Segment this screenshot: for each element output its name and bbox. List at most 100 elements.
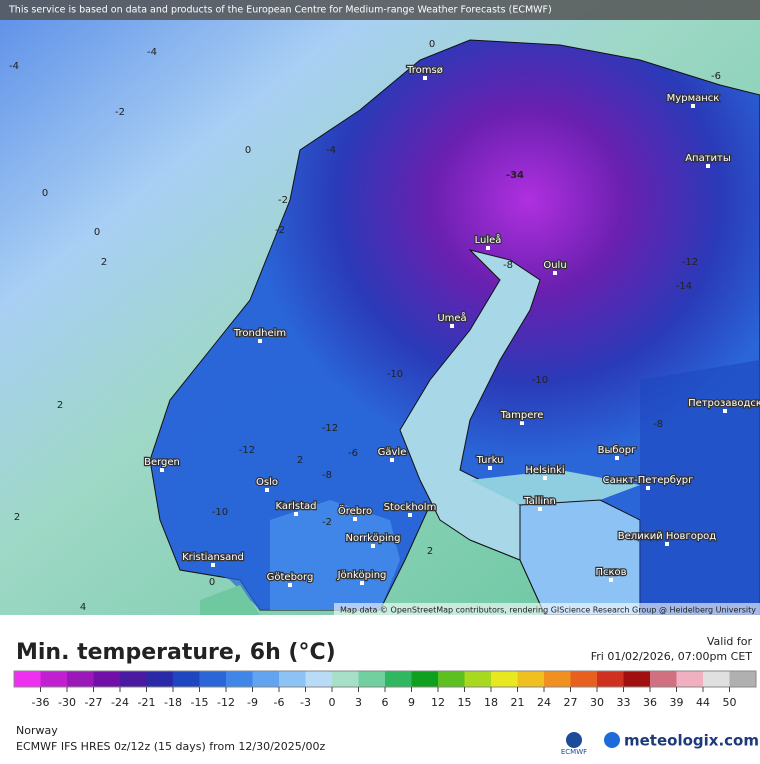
colorbar-cell <box>120 671 147 687</box>
city-label: Trondheim <box>233 328 286 339</box>
city-dot <box>665 542 669 546</box>
colorbar-tick-label: 24 <box>537 696 551 709</box>
colorbar-cell <box>332 671 359 687</box>
contour-label: 2 <box>14 512 20 523</box>
colorbar-cell <box>305 671 333 687</box>
city-label: Tallinn <box>523 496 556 507</box>
banner: This service is based on data and produc… <box>8 5 552 16</box>
ecmwf-logo: ECMWF <box>561 748 587 756</box>
contour-label: -12 <box>322 423 338 434</box>
colorbar-cell <box>491 671 518 687</box>
colorbar-cell <box>544 671 571 687</box>
city-dot <box>408 513 412 517</box>
city-label: Jönköping <box>337 570 387 581</box>
colorbar-cell <box>67 671 94 687</box>
contour-label: 2 <box>57 400 63 411</box>
banner-bg <box>0 0 760 20</box>
colorbar-cell <box>438 671 465 687</box>
contour-label: 0 <box>42 188 48 199</box>
contour-label: -8 <box>322 470 332 481</box>
land-russia-east <box>640 360 760 615</box>
colorbar-cell <box>650 671 677 687</box>
city-dot <box>486 246 490 250</box>
valid-time: Fri 01/02/2026, 07:00pm CET <box>591 650 753 663</box>
colorbar-cell <box>93 671 121 687</box>
contour-label: -10 <box>387 369 403 380</box>
city-label: Выборг <box>598 445 637 456</box>
colorbar-cell <box>464 671 492 687</box>
colorbar-tick-label: 27 <box>564 696 578 709</box>
colorbar-tick-label: -9 <box>247 696 258 709</box>
city-dot <box>488 466 492 470</box>
city-label: Karlstad <box>275 501 316 512</box>
colorbar-tick-label: 9 <box>408 696 415 709</box>
colorbar-cell <box>676 671 704 687</box>
contour-label: -12 <box>239 445 255 456</box>
city-dot <box>360 581 364 585</box>
colorbar-tick-label: -24 <box>111 696 129 709</box>
colorbar-cell <box>226 671 253 687</box>
city-dot <box>160 468 164 472</box>
city-label: Göteborg <box>267 572 314 583</box>
contour-label: -4 <box>9 61 19 72</box>
city-label: Tromsø <box>406 65 443 76</box>
city-label: Tampere <box>500 410 544 421</box>
land-denmark <box>200 585 260 615</box>
contour-label: -4 <box>147 47 157 58</box>
city-label: Luleå <box>475 233 502 246</box>
colorbar-tick-label: 18 <box>484 696 498 709</box>
city-label: Oslo <box>256 477 278 488</box>
model-run: ECMWF IFS HRES 0z/12z (15 days) from 12/… <box>16 740 326 753</box>
attribution: Map data © OpenStreetMap contributors, r… <box>340 606 756 615</box>
colorbar-tick-label: -36 <box>32 696 50 709</box>
city-label: Петрозаводск <box>688 398 760 409</box>
city-label: Gävle <box>378 447 407 458</box>
colorbar-cell <box>14 671 41 687</box>
city-dot <box>538 507 542 511</box>
colorbar-cell <box>385 671 412 687</box>
colorbar-tick-label: -21 <box>138 696 156 709</box>
contour-label: -2 <box>278 195 288 206</box>
brand: meteologix.com <box>624 732 759 750</box>
colorbar-tick-label: -30 <box>58 696 76 709</box>
colorbar-tick-label: 15 <box>458 696 472 709</box>
city-label: Örebro <box>338 504 372 517</box>
contour-label: -8 <box>653 419 663 430</box>
region: Norway <box>16 724 58 737</box>
colorbar: -36 -30 -27 -24 -21 -18 -15 -12 -9 -6 -3 0 3 6 9 12 15 18… <box>13 670 757 709</box>
land-south-sweden <box>270 500 400 610</box>
city-dot <box>294 512 298 516</box>
ecmwf-icon <box>566 732 582 748</box>
city-dot <box>450 324 454 328</box>
colorbar-cell <box>729 671 757 687</box>
city-dot <box>706 164 710 168</box>
contour-label: 2 <box>427 546 433 557</box>
colorbar-tick-label: 12 <box>431 696 445 709</box>
contour-label: 2 <box>101 257 107 268</box>
colorbar-cell <box>199 671 227 687</box>
attribution-bg <box>334 603 760 615</box>
city-dot <box>353 517 357 521</box>
colorbar-cell <box>358 671 386 687</box>
city-dot <box>390 458 394 462</box>
contour-label: -2 <box>115 107 125 118</box>
city-label: Oulu <box>543 260 566 271</box>
contour-label: -6 <box>711 71 721 82</box>
colorbar-tick-label: -27 <box>85 696 103 709</box>
city-label: Helsinki <box>525 465 564 476</box>
map-labels: Tromsø Мурманск Апатиты Luleå Oulu Trondheim U… <box>9 39 760 613</box>
colorbar-tick-label: 44 <box>696 696 710 709</box>
city-dot <box>288 583 292 587</box>
city-dot <box>553 271 557 275</box>
colorbar-tick-label: 3 <box>355 696 362 709</box>
colorbar-cell <box>623 671 651 687</box>
city-dot <box>609 578 613 582</box>
contour-label: 2 <box>297 455 303 466</box>
city-dot <box>211 563 215 567</box>
contour-label: -8 <box>503 260 513 271</box>
city-label: Псков <box>595 567 626 578</box>
colorbar-tick-label: 21 <box>511 696 525 709</box>
city-label: Bergen <box>144 457 180 468</box>
city-dot <box>371 544 375 548</box>
